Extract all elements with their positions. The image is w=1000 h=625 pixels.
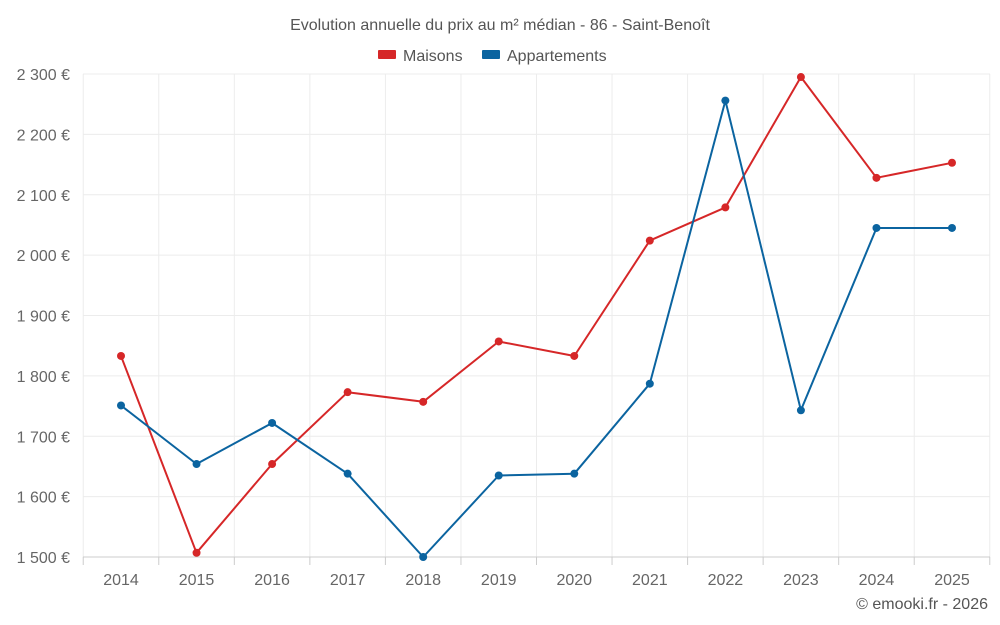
data-point-maisons[interactable]: [721, 203, 730, 212]
y-tick-label: 2 200 €: [17, 127, 70, 144]
legend-swatch-appartements: [482, 50, 500, 59]
data-point-maisons[interactable]: [872, 173, 881, 182]
x-tick-label: 2014: [103, 572, 139, 589]
x-tick-label: 2019: [481, 572, 517, 589]
data-point-maisons[interactable]: [645, 236, 654, 245]
y-tick-label: 1 500 €: [17, 550, 70, 567]
data-point-appartements[interactable]: [645, 379, 654, 388]
y-tick-label: 1 800 €: [17, 369, 70, 386]
x-tick-label: 2025: [934, 572, 970, 589]
data-point-maisons[interactable]: [419, 397, 428, 406]
grid: [82, 73, 991, 558]
x-tick-label: 2024: [859, 572, 895, 589]
data-point-appartements[interactable]: [948, 223, 956, 232]
series-line-maisons: [120, 76, 953, 554]
data-point-appartements[interactable]: [570, 469, 579, 478]
x-tick-label: 2020: [556, 572, 592, 589]
data-point-maisons[interactable]: [570, 351, 579, 360]
data-point-maisons[interactable]: [494, 337, 503, 346]
x-tick-label: 2021: [632, 572, 668, 589]
x-tick-label: 2023: [783, 572, 819, 589]
x-tick-label: 2017: [330, 572, 366, 589]
data-point-appartements[interactable]: [721, 96, 730, 105]
data-point-appartements[interactable]: [268, 418, 277, 427]
legend-label-maisons: Maisons: [403, 48, 463, 65]
y-tick-label: 1 700 €: [17, 429, 70, 446]
legend-swatch-maisons: [378, 50, 396, 59]
data-point-appartements[interactable]: [117, 401, 125, 410]
y-tick-label: 2 000 €: [17, 248, 70, 265]
data-point-appartements[interactable]: [419, 553, 428, 561]
y-tick-label: 1 600 €: [17, 490, 70, 507]
data-point-maisons[interactable]: [796, 73, 805, 82]
credit-text: © emooki.fr - 2026: [856, 596, 988, 613]
x-tick-label: 2015: [179, 572, 215, 589]
x-tick-label: 2016: [254, 572, 290, 589]
data-point-appartements[interactable]: [192, 460, 201, 469]
data-point-maisons[interactable]: [268, 460, 277, 469]
x-tick-label: 2018: [405, 572, 441, 589]
data-point-maisons[interactable]: [948, 158, 956, 167]
x-tick-label: 2022: [708, 572, 744, 589]
legend-label-appartements: Appartements: [507, 48, 607, 65]
data-point-maisons[interactable]: [343, 388, 352, 397]
y-tick-label: 1 900 €: [17, 309, 70, 326]
legend[interactable]: Maisons Appartements: [378, 48, 607, 65]
data-point-appartements[interactable]: [343, 469, 352, 478]
data-point-appartements[interactable]: [872, 223, 881, 232]
x-axis: 2014 2015 2016 2017 2018 2019 2020 2021 2022 2023…: [82, 556, 991, 589]
data-point-maisons[interactable]: [117, 351, 125, 360]
data-point-appartements[interactable]: [494, 471, 503, 480]
legend-item-appartements[interactable]: Appartements: [482, 48, 607, 65]
y-tick-label: 2 100 €: [17, 188, 70, 205]
y-axis: 1 500 € 1 600 € 1 700 € 1 800 € 1 900 € 2 000…: [17, 67, 70, 567]
data-point-appartements[interactable]: [796, 406, 805, 415]
y-tick-label: 2 300 €: [17, 67, 70, 84]
chart-title: Evolution annuelle du prix au m² médian …: [290, 17, 710, 34]
series: [117, 73, 956, 561]
series-line-appartements: [120, 99, 952, 558]
data-point-maisons[interactable]: [192, 548, 201, 557]
legend-item-maisons[interactable]: Maisons: [378, 48, 463, 65]
